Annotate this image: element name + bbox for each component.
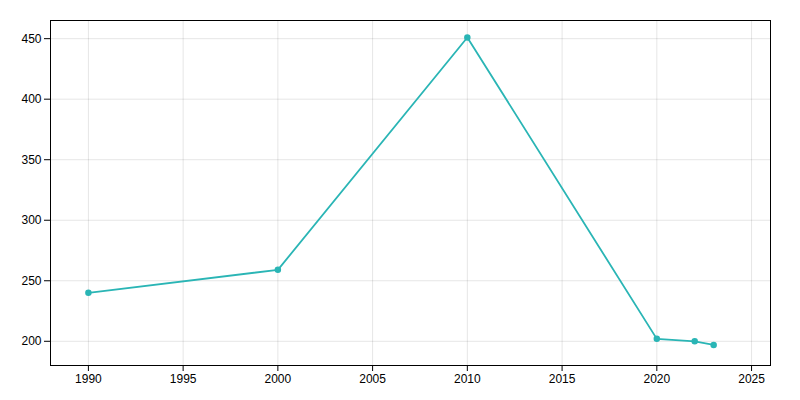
svg-text:2005: 2005 [359,372,386,386]
svg-text:450: 450 [21,31,41,45]
svg-text:1995: 1995 [170,372,197,386]
svg-text:2010: 2010 [454,372,481,386]
svg-text:2000: 2000 [265,372,292,386]
svg-text:400: 400 [21,92,41,106]
svg-text:350: 350 [21,153,41,167]
svg-text:2025: 2025 [738,372,765,386]
svg-text:250: 250 [21,274,41,288]
svg-text:200: 200 [21,334,41,348]
svg-text:300: 300 [21,213,41,227]
svg-text:1990: 1990 [75,372,102,386]
svg-text:2015: 2015 [549,372,576,386]
svg-text:2020: 2020 [643,372,670,386]
